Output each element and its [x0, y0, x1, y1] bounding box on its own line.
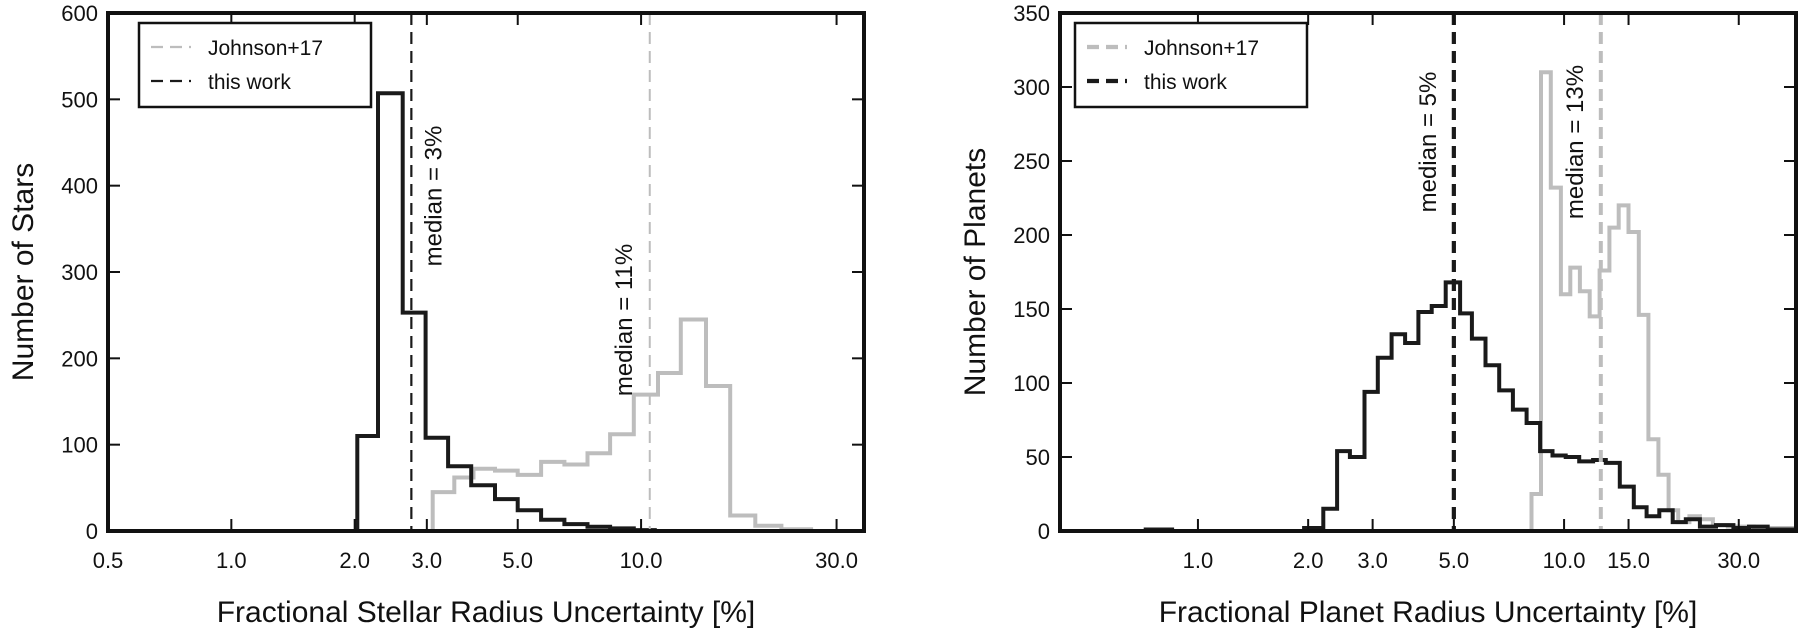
- x-tick-label: 1.0: [216, 548, 247, 573]
- legend-box: [137, 21, 373, 109]
- median-annotation: median = 11%: [611, 244, 638, 396]
- y-tick-label: 50: [1026, 445, 1050, 470]
- x-tick-label: 3.0: [412, 548, 443, 573]
- y-tick-label: 0: [86, 519, 98, 544]
- x-tick-label: 3.0: [1357, 548, 1388, 573]
- legend: Johnson+17 this work: [137, 21, 373, 109]
- legend-label: Johnson+17: [208, 37, 323, 60]
- axes-frame: [1058, 11, 1798, 533]
- planet-radius-panel: median = 5% median = 13% 0 50 100 150 200 250 30…: [959, 1, 1798, 629]
- x-tick-label: 2.0: [339, 548, 370, 573]
- y-tick-label: 350: [1013, 1, 1050, 26]
- x-tick-label: 10.0: [1543, 548, 1586, 573]
- x-tick-label: 2.0: [1293, 548, 1324, 573]
- y-tick-label: 300: [61, 260, 98, 285]
- legend-label: this work: [208, 71, 291, 94]
- histogram-this-work: [355, 91, 657, 531]
- x-tick-label: 0.5: [93, 548, 124, 573]
- x-tick-label: 15.0: [1607, 548, 1650, 573]
- histogram-johnson-17: [430, 317, 814, 531]
- y-tick-label: 100: [61, 433, 98, 458]
- x-tick-label: 30.0: [1717, 548, 1760, 573]
- y-axis-label: Number of Planets: [959, 148, 992, 396]
- median-annotation: median = 13%: [1562, 65, 1589, 219]
- histogram-this-work: [1060, 280, 1796, 531]
- y-tick-label: 200: [1013, 223, 1050, 248]
- x-axis-label: Fractional Stellar Radius Uncertainty [%…: [217, 596, 756, 629]
- legend-box: [1073, 21, 1309, 109]
- y-axis-label: Number of Stars: [7, 163, 40, 381]
- legend-label: this work: [1144, 71, 1227, 94]
- x-tick-label: 1.0: [1183, 548, 1214, 573]
- y-tick-label: 150: [1013, 297, 1050, 322]
- legend-label: Johnson+17: [1144, 37, 1259, 60]
- y-tick-label: 250: [1013, 149, 1050, 174]
- y-tick-label: 600: [61, 1, 98, 26]
- x-tick-label: 5.0: [1439, 548, 1470, 573]
- stellar-radius-panel: median = 3% median = 11% 0 100 200 300 400 500 6…: [7, 1, 866, 629]
- legend: Johnson+17 this work: [1073, 21, 1309, 109]
- y-tick-label: 0: [1038, 519, 1050, 544]
- median-annotation: median = 5%: [1415, 72, 1442, 213]
- y-tick-label: 400: [61, 174, 98, 199]
- x-axis-label: Fractional Planet Radius Uncertainty [%]: [1159, 596, 1698, 629]
- y-tick-label: 500: [61, 87, 98, 112]
- y-tick-label: 300: [1013, 75, 1050, 100]
- median-annotation: median = 3%: [420, 126, 447, 267]
- y-tick-label: 100: [1013, 371, 1050, 396]
- y-tick-label: 200: [61, 346, 98, 371]
- x-tick-label: 10.0: [620, 548, 663, 573]
- x-tick-label: 30.0: [815, 548, 858, 573]
- x-tick-label: 5.0: [502, 548, 533, 573]
